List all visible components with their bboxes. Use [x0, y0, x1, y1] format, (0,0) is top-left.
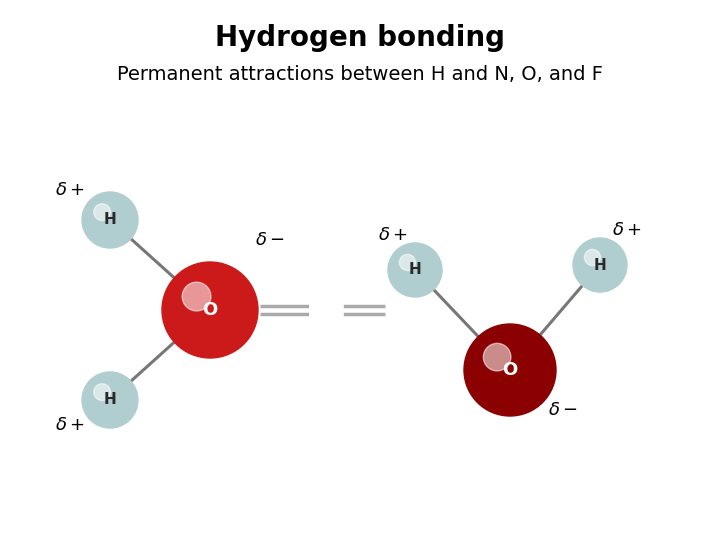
Text: $\delta +$: $\delta +$	[55, 416, 85, 434]
Circle shape	[464, 324, 556, 416]
Circle shape	[82, 192, 138, 248]
Circle shape	[162, 262, 258, 358]
Circle shape	[388, 243, 442, 297]
Text: $\delta +$: $\delta +$	[378, 226, 408, 244]
Circle shape	[94, 384, 111, 401]
Text: Hydrogen bonding: Hydrogen bonding	[215, 24, 505, 52]
Circle shape	[94, 204, 111, 220]
Text: O: O	[503, 361, 518, 379]
Circle shape	[573, 238, 627, 292]
Text: $\delta +$: $\delta +$	[612, 221, 642, 239]
Text: H: H	[104, 393, 117, 408]
Text: $\delta -$: $\delta -$	[255, 231, 284, 249]
Text: O: O	[202, 301, 217, 319]
Text: H: H	[409, 262, 421, 278]
Text: H: H	[104, 213, 117, 227]
Text: $\delta +$: $\delta +$	[55, 181, 85, 199]
Circle shape	[483, 343, 511, 371]
Text: H: H	[593, 258, 606, 273]
Text: Permanent attractions between H and N, O, and F: Permanent attractions between H and N, O…	[117, 65, 603, 84]
Circle shape	[585, 249, 600, 266]
Circle shape	[82, 372, 138, 428]
Circle shape	[182, 282, 211, 311]
Circle shape	[400, 254, 415, 271]
Text: $\delta -$: $\delta -$	[548, 401, 577, 419]
